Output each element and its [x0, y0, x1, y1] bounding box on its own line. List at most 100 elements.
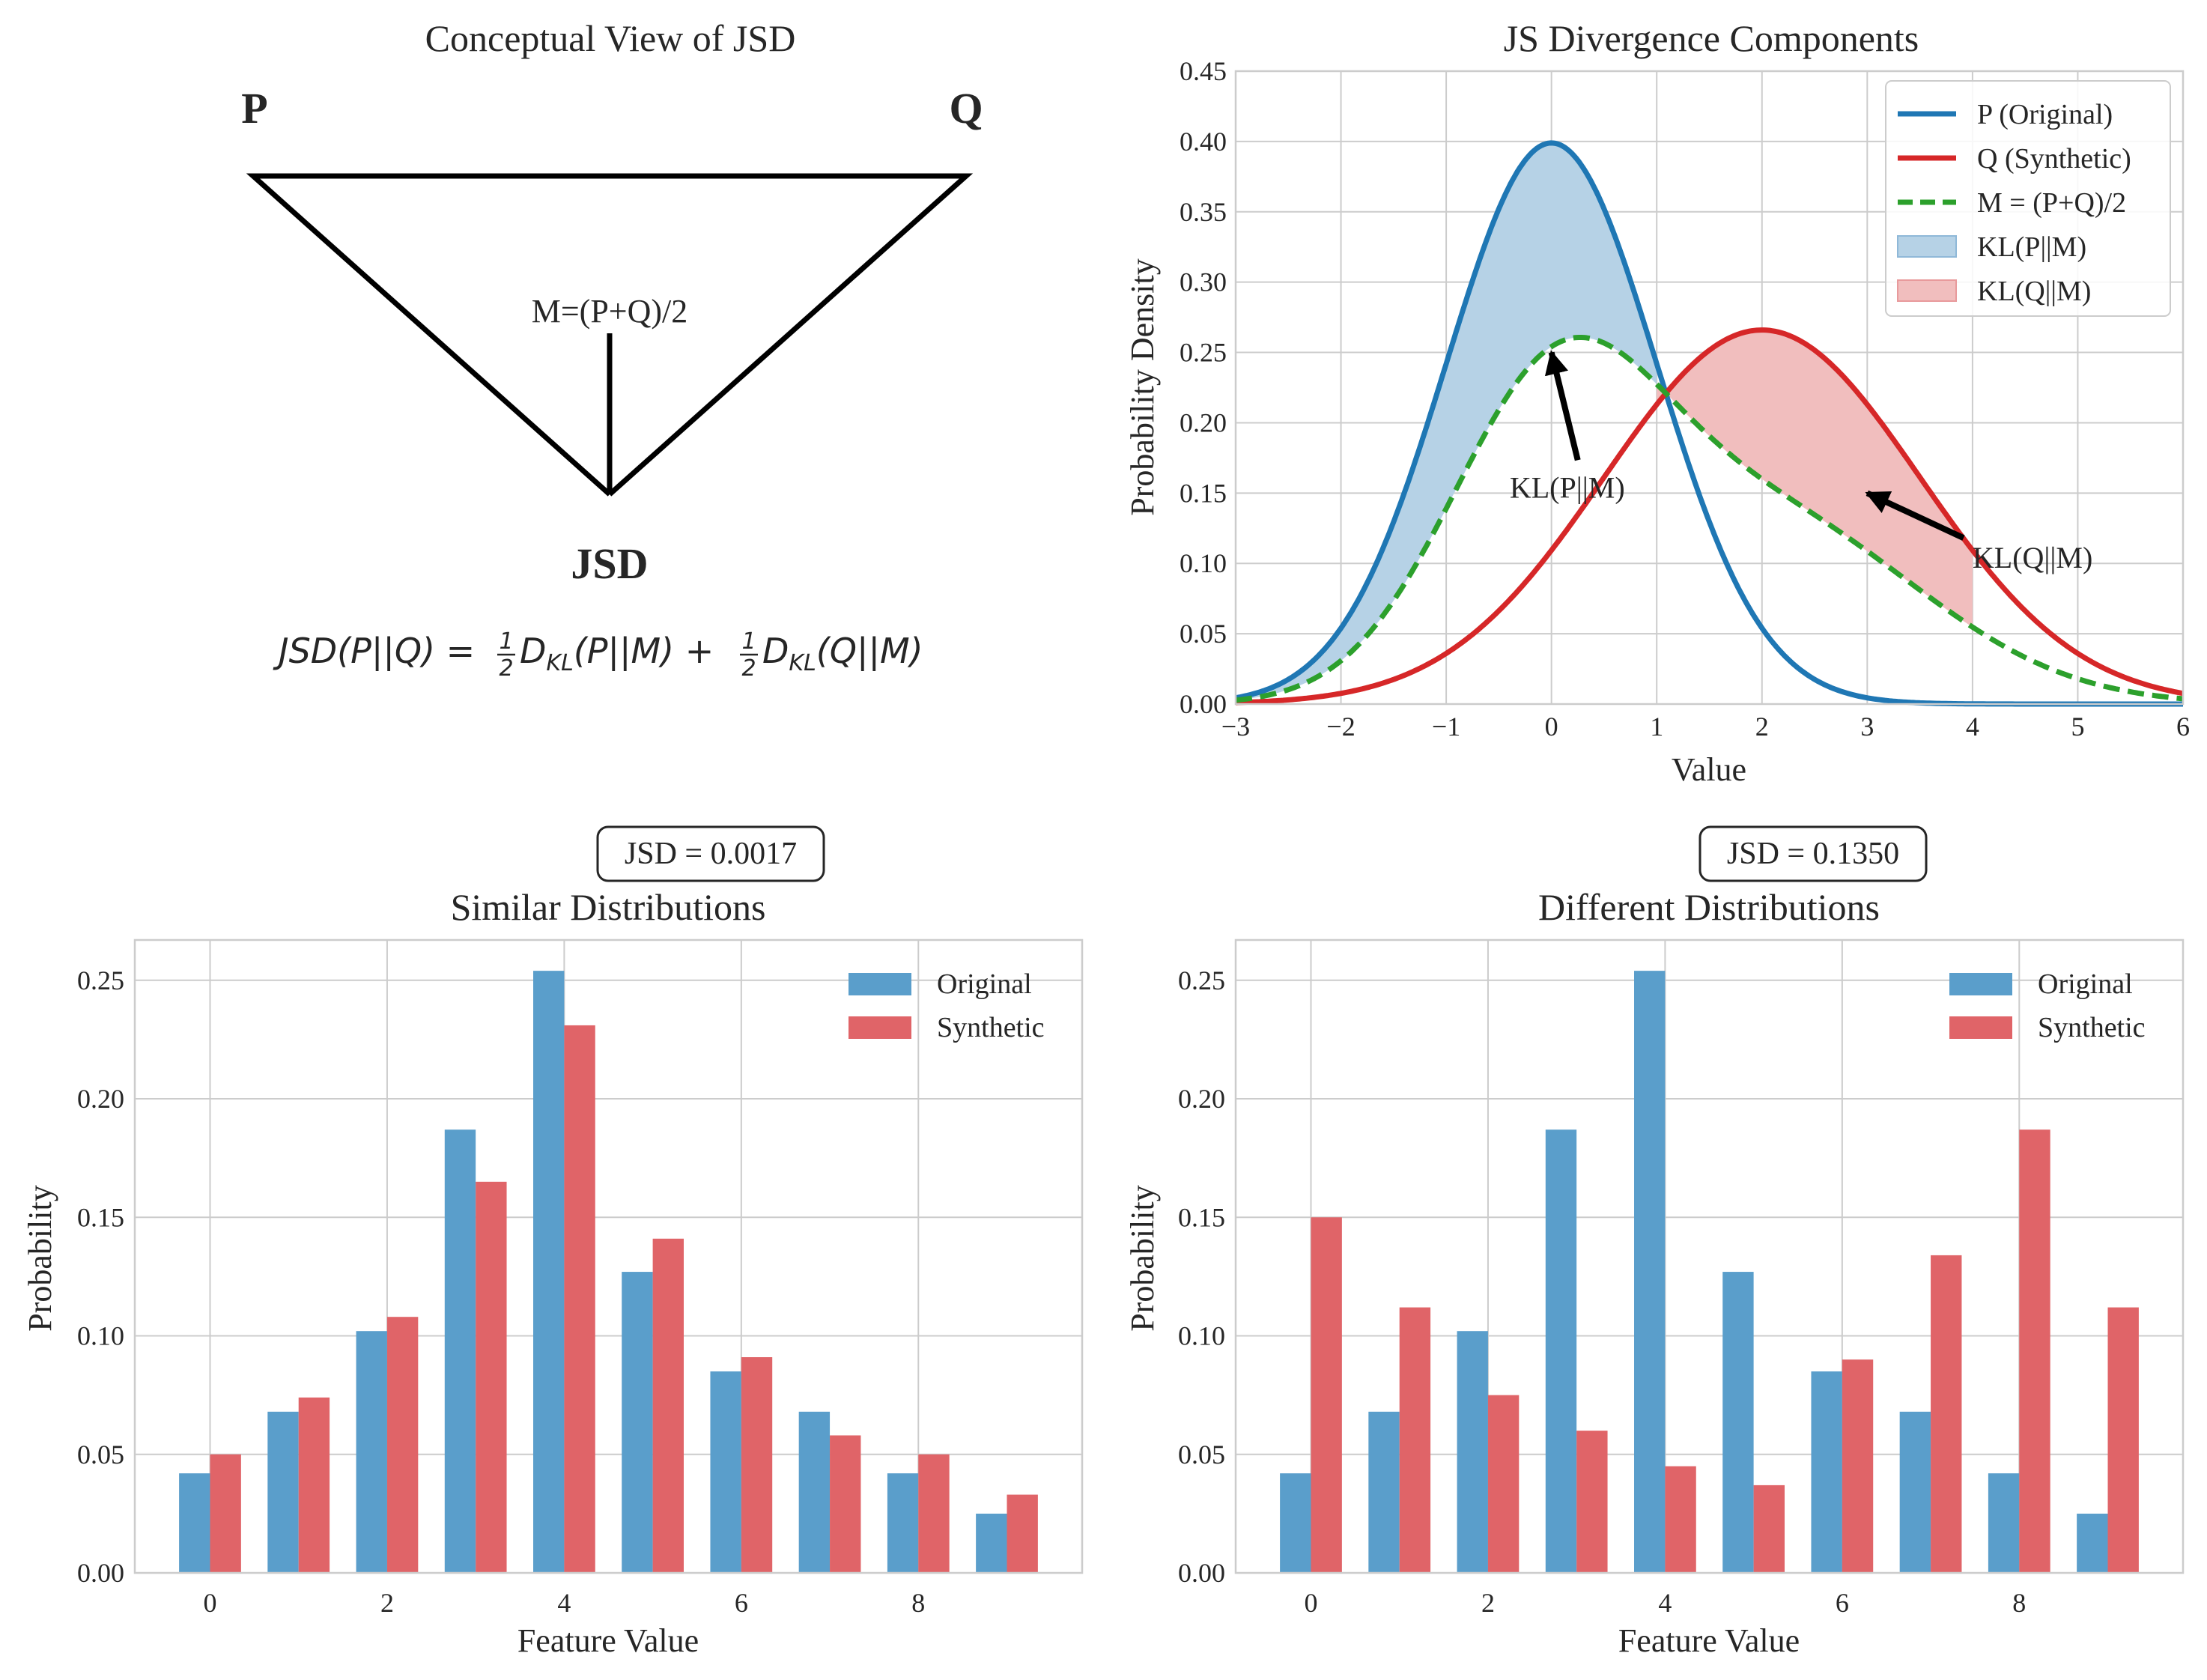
bars [1280, 971, 2139, 1573]
bar-synthetic [830, 1435, 861, 1573]
x-axis-label: Feature Value [1618, 1622, 1800, 1659]
y-tick-label: 0.30 [1180, 267, 1227, 297]
bar-original [1280, 1473, 1311, 1573]
formula-frac-2-den: 2 [741, 655, 756, 682]
chart-title: JS Divergence Components [1504, 17, 1919, 59]
plot-frame [1234, 938, 2185, 1574]
x-tick-label: 0 [1545, 712, 1558, 742]
bar-original [1722, 1272, 1754, 1573]
bar-original [1545, 1129, 1577, 1573]
y-tick-label: 0.05 [1178, 1440, 1225, 1470]
concept-label-m: M=(P+Q)/2 [532, 293, 688, 330]
x-tick-label: 4 [557, 1588, 571, 1618]
legend-swatch [849, 1016, 911, 1039]
similar-distributions-chart: JSD = 0.0017 Similar Distributions 0 2 4 6 8… [22, 825, 1084, 1659]
plot-frame [1234, 70, 2185, 706]
formula-frac-1-num: 1 [499, 628, 513, 655]
bar-synthetic [1665, 1466, 1696, 1573]
bar-synthetic [1399, 1307, 1431, 1573]
bar-synthetic [1753, 1485, 1785, 1573]
annotations: KL(P||M) KL(Q||M) [1510, 350, 2092, 574]
bar-original [976, 1513, 1007, 1573]
y-tick-label: 0.05 [1180, 619, 1227, 649]
legend-label: Original [2038, 968, 2133, 1000]
x-axis-label: Value [1672, 751, 1746, 788]
annotation-arrow [1544, 350, 1581, 461]
bar-synthetic [210, 1454, 241, 1573]
legend-label: P (Original) [1977, 99, 2113, 130]
tick-labels: 0 2 4 6 8 0.00 0.05 0.10 0.15 0.20 0.25 [1178, 965, 2026, 1618]
formula-d2: DKL(Q||M) [762, 631, 923, 676]
bars [179, 971, 1038, 1573]
y-tick-label: 0.25 [1180, 338, 1227, 368]
bar-synthetic [476, 1181, 507, 1573]
x-tick-label: 1 [1650, 712, 1663, 742]
x-tick-label: 6 [735, 1588, 748, 1618]
formula-arg1: (P||M) + [574, 631, 714, 672]
bar-synthetic [2019, 1129, 2050, 1573]
formula-frac-1: 1 2 [497, 628, 515, 682]
y-tick-label: 0.40 [1180, 127, 1227, 157]
jsd-badge-box [1698, 825, 1928, 882]
y-tick-label: 0.05 [77, 1440, 124, 1470]
x-tick-label: −1 [1432, 712, 1460, 742]
y-axis-label: Probability [1124, 1185, 1161, 1332]
bar-original [267, 1411, 299, 1573]
legend-swatch [1897, 279, 1957, 302]
jsd-badge-text: JSD = 0.0017 [625, 837, 797, 871]
bar-synthetic [1931, 1255, 1962, 1573]
annotation-label: KL(P||M) [1510, 470, 1625, 504]
m-mixture-line [1235, 335, 2184, 703]
x-tick-label: 6 [1836, 1588, 1849, 1618]
y-tick-label: 0.10 [1180, 548, 1227, 578]
kl-q-m-fill [1657, 330, 1973, 628]
x-tick-label: 4 [1658, 1588, 1672, 1618]
bar-synthetic [1487, 1395, 1520, 1573]
x-tick-label: 2 [380, 1588, 394, 1618]
legend-label: M = (P+Q)/2 [1977, 187, 2126, 219]
bar-synthetic [1007, 1494, 1038, 1573]
bar-original [1634, 971, 1666, 1573]
y-axis-label: Probability [22, 1185, 58, 1332]
legend: Original Synthetic [849, 968, 1045, 1043]
bar-synthetic [2107, 1307, 2139, 1573]
jsd-badge: JSD = 0.0017 [596, 825, 825, 882]
x-tick-label: 6 [2176, 712, 2190, 742]
bar-synthetic [386, 1317, 419, 1573]
concept-formula: JSD(P||Q) = [273, 631, 475, 672]
y-tick-label: 0.00 [1180, 689, 1227, 719]
legend: Original Synthetic [1949, 968, 2146, 1043]
x-tick-label: 2 [1481, 1588, 1495, 1618]
bar-original [887, 1473, 919, 1573]
x-tick-label: 3 [1860, 712, 1874, 742]
x-tick-label: 2 [1755, 712, 1769, 742]
tick-labels: 0 2 4 6 8 0.00 0.05 0.10 0.15 0.20 0.25 [77, 965, 925, 1618]
y-tick-label: 0.20 [1178, 1084, 1225, 1114]
x-tick-label: 5 [2071, 712, 2084, 742]
bar-original [1457, 1331, 1488, 1573]
kl-fills [1236, 142, 1973, 700]
legend-label: Q (Synthetic) [1977, 143, 2131, 175]
jsd-components-chart: JS Divergence Components −3 −2 −1 0 1 2 3 4 5 6 0.… [1124, 17, 2190, 788]
bar-original [356, 1331, 387, 1573]
bar-synthetic [1311, 1217, 1342, 1573]
legend-label: Original [937, 968, 1032, 1000]
concept-title: Conceptual View of JSD [425, 17, 796, 59]
formula-frac-2: 1 2 [740, 628, 758, 682]
y-tick-label: 0.45 [1180, 56, 1227, 86]
formula-lhs: JSD(P||Q) = [273, 631, 475, 672]
bar-original [798, 1411, 831, 1573]
y-tick-label: 0.15 [1180, 478, 1227, 508]
formula-d2-sub: KL [789, 650, 816, 676]
bar-original [710, 1371, 741, 1573]
tick-labels: −3 −2 −1 0 1 2 3 4 5 6 0.00 0.05 0.10 0.15 0.20 0.25 0.3… [1180, 56, 2190, 742]
bar-synthetic [741, 1357, 773, 1573]
legend-label: Synthetic [2038, 1012, 2146, 1043]
legend-label: KL(P||M) [1977, 231, 2086, 263]
bar-original [179, 1473, 210, 1573]
jsd-badge-text: JSD = 0.1350 [1727, 837, 1899, 871]
formula-d1-letter: D [520, 631, 546, 671]
x-tick-label: −3 [1221, 712, 1250, 742]
y-tick-label: 0.25 [77, 965, 124, 995]
